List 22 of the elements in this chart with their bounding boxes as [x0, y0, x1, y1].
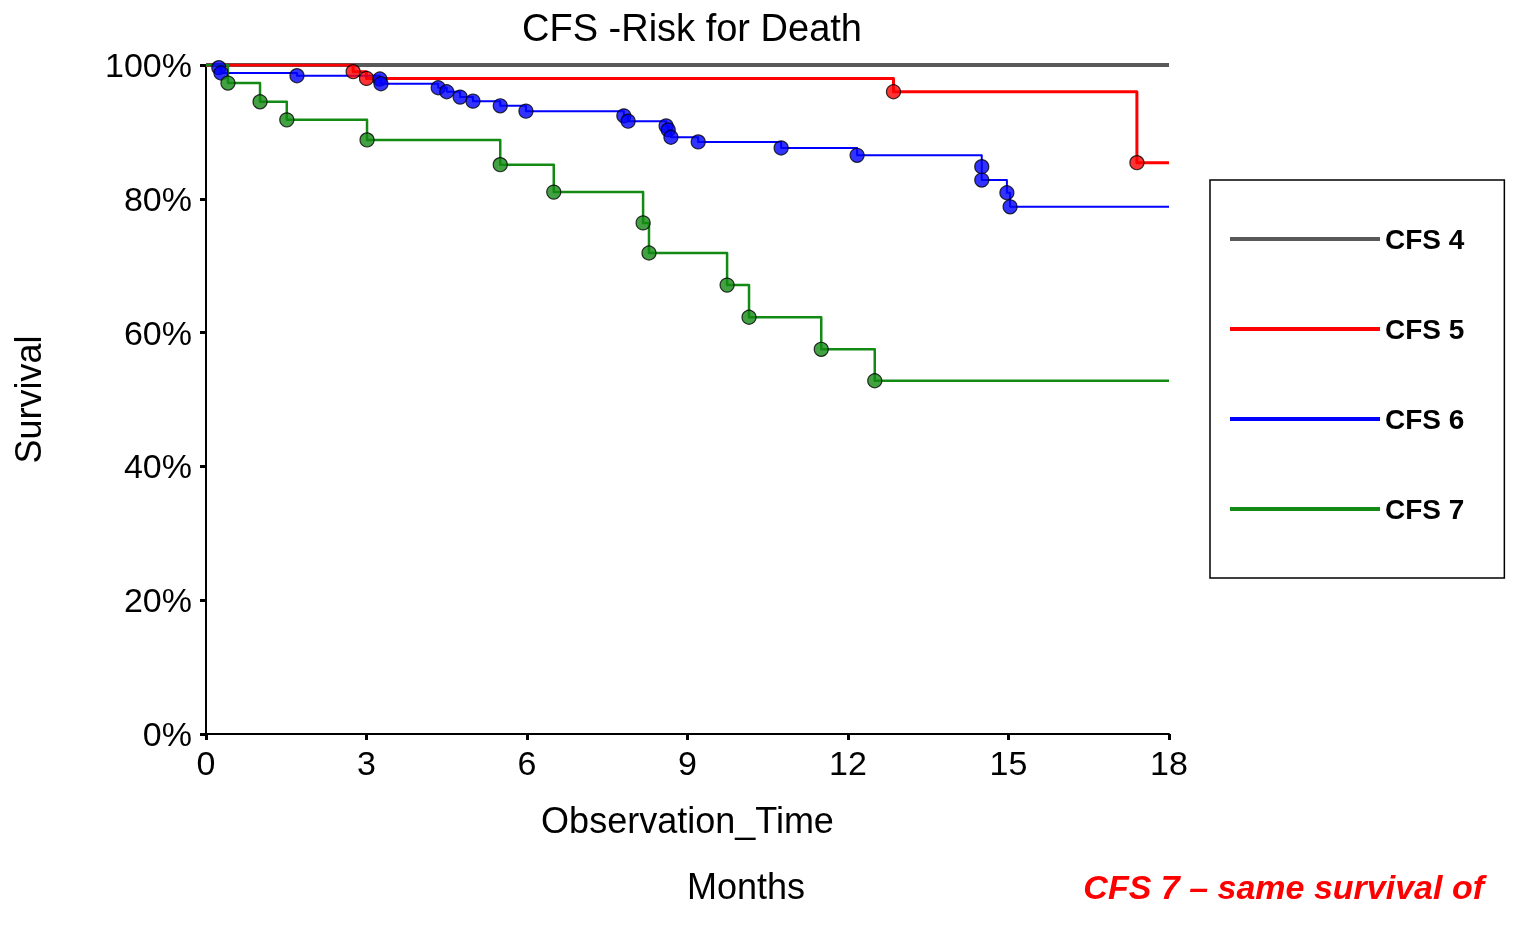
x-tick-label: 9	[678, 744, 697, 782]
x-tick-label: 3	[357, 744, 376, 782]
text: CFS 5	[1385, 313, 1465, 345]
x-tick-label: 0	[196, 744, 216, 782]
y-tick-label: 0%	[142, 715, 192, 753]
x-tick-label: 15	[989, 744, 1028, 782]
y-tick-label: 80%	[123, 179, 192, 218]
chart-title: CFS -Risk for Death	[522, 7, 862, 49]
text: Months	[687, 865, 806, 907]
x-axis-title: Observation_Time	[541, 799, 834, 841]
y-axis-title: Survival	[7, 335, 49, 464]
y-tick-label: 100%	[105, 46, 192, 84]
x-tick-label: 18	[1150, 744, 1188, 782]
text: CFS 6	[1385, 403, 1465, 435]
y-tick-label: 60%	[123, 313, 192, 352]
text: CFS 7	[1385, 493, 1465, 525]
y-tick-label: 40%	[123, 447, 192, 486]
x-tick-label: 12	[829, 744, 867, 782]
x-tick-label: 6	[517, 744, 537, 782]
text: CFS 4	[1385, 223, 1465, 255]
y-tick-label: 20%	[123, 581, 192, 620]
text: CFS 7 – same survival of	[1083, 868, 1488, 906]
